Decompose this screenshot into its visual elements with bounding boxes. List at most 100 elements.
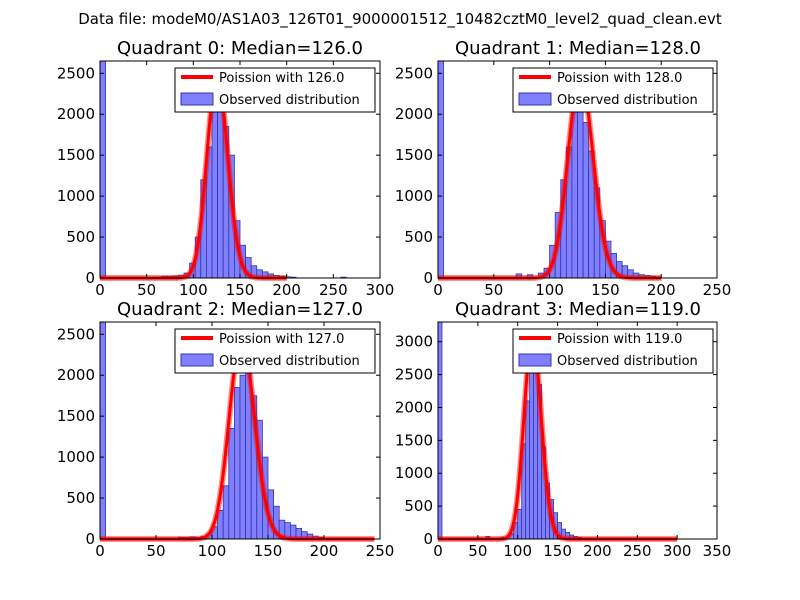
histogram-bar — [222, 485, 230, 540]
y-tick-label: 2500 — [57, 64, 95, 82]
x-tick-label: 250 — [319, 281, 348, 299]
panel-title: Quadrant 0: Median=126.0 — [117, 38, 363, 59]
x-tick-label: 150 — [543, 542, 572, 560]
y-tick-label: 1500 — [395, 146, 433, 164]
x-tick-label: 0 — [433, 542, 443, 560]
x-tick-label: 150 — [226, 281, 255, 299]
figure-title: Data file: modeM0/AS1A03_126T01_90000015… — [78, 10, 722, 29]
y-axis-ticks: 0 500 1000 1500 2000 2500 — [395, 64, 717, 287]
legend: Poission with 126.0 Observed distributio… — [174, 67, 376, 113]
x-tick-label: 50 — [484, 281, 503, 299]
y-tick-label: 1000 — [395, 464, 433, 482]
histogram-bar — [99, 60, 106, 279]
y-tick-label: 0 — [85, 269, 95, 287]
legend-observed-label: Observed distribution — [219, 93, 360, 108]
y-tick-label: 2500 — [395, 366, 433, 384]
axes-frame — [99, 60, 381, 279]
y-tick-label: 500 — [66, 489, 95, 507]
x-tick-label: 250 — [703, 281, 732, 299]
panel-quadrant-2: Quadrant 2: Median=127.0 0 50 100 150 200 250… — [57, 299, 395, 560]
x-tick-label: 100 — [179, 281, 208, 299]
panel-quadrant-3: Quadrant 3: Median=119.0 0 50 100 150 200 250… — [395, 299, 732, 560]
histogram-bar — [437, 60, 444, 279]
histogram-bar — [99, 321, 106, 540]
y-tick-label: 2000 — [57, 105, 95, 123]
x-axis-ticks: 0 50 100 150 200 250 — [95, 322, 394, 560]
x-tick-label: 200 — [272, 281, 301, 299]
panel-title: Quadrant 2: Median=127.0 — [117, 299, 363, 320]
legend-observed-label: Observed distribution — [557, 93, 698, 108]
legend-observed-swatch — [518, 92, 552, 106]
x-tick-label: 250 — [623, 542, 652, 560]
x-tick-label: 100 — [503, 542, 532, 560]
histogram-bar — [582, 122, 590, 279]
x-tick-label: 300 — [663, 542, 692, 560]
legend-observed-label: Observed distribution — [557, 354, 698, 369]
histogram-bar — [239, 374, 246, 540]
y-tick-label: 2000 — [395, 105, 433, 123]
panel-title: Quadrant 3: Median=119.0 — [455, 299, 701, 320]
y-tick-label: 3000 — [395, 333, 433, 351]
x-tick-label: 0 — [95, 281, 105, 299]
x-tick-label: 50 — [468, 542, 487, 560]
axes-frame — [437, 321, 718, 540]
x-tick-label: 0 — [95, 542, 105, 560]
x-tick-label: 250 — [366, 542, 395, 560]
y-tick-label: 2500 — [395, 64, 433, 82]
legend-observed-swatch — [518, 353, 552, 367]
y-tick-label: 1500 — [57, 407, 95, 425]
x-tick-label: 0 — [433, 281, 443, 299]
y-tick-label: 500 — [66, 228, 95, 246]
panel-title: Quadrant 1: Median=128.0 — [455, 38, 701, 59]
y-axis-ticks: 0 500 1000 1500 2000 2500 — [57, 64, 380, 287]
x-tick-label: 100 — [198, 542, 227, 560]
y-tick-label: 500 — [404, 228, 433, 246]
histogram-bar — [228, 428, 235, 540]
y-axis-ticks: 0 500 1000 1500 2000 2500 3000 — [395, 333, 717, 548]
y-tick-label: 2000 — [57, 366, 95, 384]
y-tick-label: 1500 — [57, 146, 95, 164]
x-axis-ticks: 0 50 100 150 200 250 300 — [95, 61, 394, 299]
y-tick-label: 1000 — [57, 448, 95, 466]
y-tick-label: 1000 — [57, 187, 95, 205]
legend-observed-swatch — [180, 92, 214, 106]
x-tick-label: 50 — [146, 542, 165, 560]
legend: Poission with 128.0 Observed distributio… — [512, 67, 714, 113]
x-tick-label: 300 — [366, 281, 395, 299]
y-tick-label: 2500 — [57, 325, 95, 343]
x-tick-label: 200 — [647, 281, 676, 299]
legend-poisson-label: Poission with 119.0 — [557, 332, 682, 347]
y-tick-label: 500 — [404, 497, 433, 515]
y-tick-label: 2000 — [395, 398, 433, 416]
x-tick-label: 100 — [535, 281, 564, 299]
legend: Poission with 119.0 Observed distributio… — [512, 328, 714, 374]
x-tick-label: 200 — [310, 542, 339, 560]
legend-poisson-label: Poission with 128.0 — [557, 71, 682, 86]
x-tick-label: 150 — [254, 542, 283, 560]
histogram-bar — [577, 97, 584, 279]
histogram-bar — [529, 354, 535, 540]
legend-poisson-label: Poission with 127.0 — [219, 332, 344, 347]
legend-poisson-label: Poission with 126.0 — [219, 71, 344, 86]
y-tick-label: 0 — [85, 530, 95, 548]
x-tick-label: 200 — [583, 542, 612, 560]
axes-frame — [99, 321, 381, 540]
legend: Poission with 127.0 Observed distributio… — [174, 328, 376, 374]
panel-quadrant-0: Quadrant 0: Median=126.0 0 50 100 150 200 250… — [57, 38, 395, 299]
x-tick-label: 150 — [591, 281, 620, 299]
y-tick-label: 0 — [423, 269, 433, 287]
histogram-bar — [233, 387, 241, 540]
histogram-bar — [211, 105, 218, 279]
y-tick-label: 1000 — [395, 187, 433, 205]
panel-quadrant-1: Quadrant 1: Median=128.0 0 50 100 150 200 250… — [395, 38, 732, 299]
x-axis-ticks: 0 50 100 150 200 250 — [433, 61, 731, 299]
axes-frame — [437, 60, 718, 279]
x-tick-label: 50 — [137, 281, 156, 299]
x-tick-label: 350 — [703, 542, 732, 560]
legend-observed-label: Observed distribution — [219, 354, 360, 369]
y-tick-label: 1500 — [395, 431, 433, 449]
y-tick-label: 0 — [423, 530, 433, 548]
legend-observed-swatch — [180, 353, 214, 367]
x-axis-ticks: 0 50 100 150 200 250 300 350 — [433, 322, 731, 560]
